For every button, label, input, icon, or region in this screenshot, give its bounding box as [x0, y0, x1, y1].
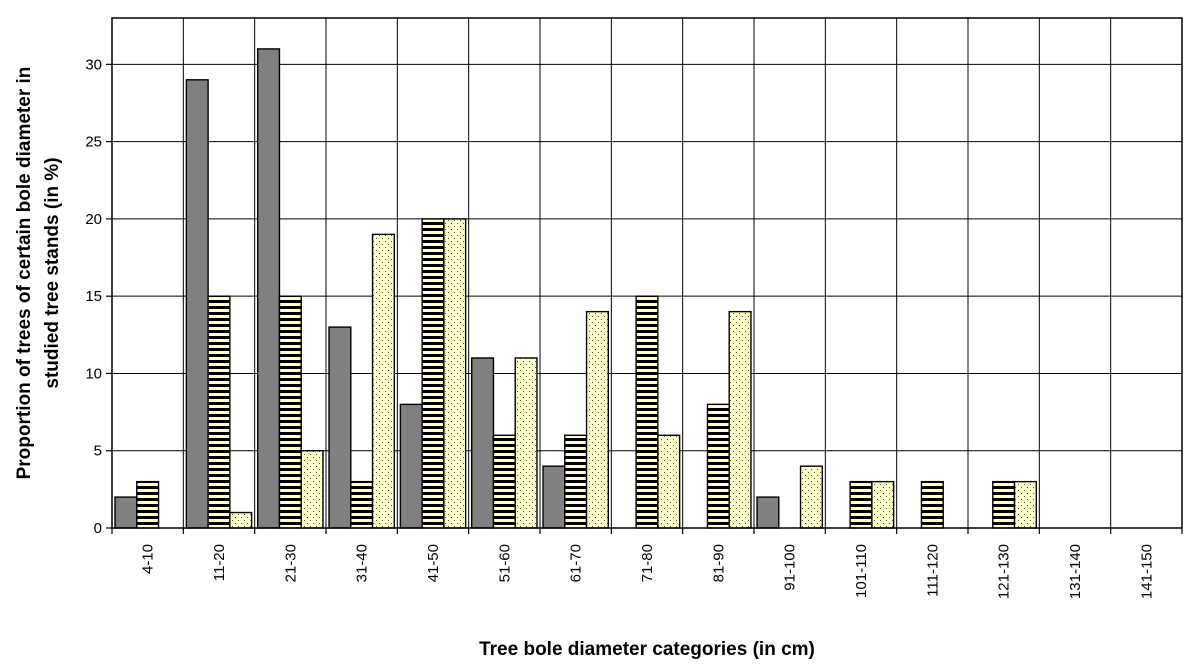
bar-dotted-yellow-31-40 — [371, 233, 396, 529]
x-axis-ticks: 4-10 11-20 21-30 31-40 41-50 51-60 61-70 71-80 8… — [111, 528, 1183, 599]
x-tick-label-41-50: 41-50 — [425, 544, 442, 582]
y-axis-title: Proportion of trees of certain bole diam… — [14, 67, 63, 480]
x-axis-title: Tree bole diameter categories (in cm) — [479, 639, 815, 660]
x-tick-label-51-60: 51-60 — [496, 544, 513, 582]
bar-solid-gray-51-60 — [470, 357, 495, 529]
bar-horizontal-stripes-81-90 — [706, 403, 730, 529]
x-tick-label-31-40: 31-40 — [354, 544, 371, 582]
plot-area-frame — [111, 17, 1183, 529]
x-tick-label-71-80: 71-80 — [639, 544, 656, 582]
bar-horizontal-stripes-61-70 — [564, 434, 588, 529]
bar-horizontal-stripes-21-30 — [278, 295, 302, 529]
bar-solid-gray-11-20 — [185, 79, 209, 529]
x-tick-label-21-30: 21-30 — [282, 544, 299, 582]
x-tick-label-121-130: 121-130 — [996, 544, 1013, 599]
bar-horizontal-stripes-41-50 — [421, 218, 445, 529]
y-tick-label: 5 — [94, 443, 102, 460]
y-tick-label: 25 — [85, 134, 102, 151]
bar-horizontal-stripes-121-130 — [992, 480, 1016, 529]
x-tick-label-131-140: 131-140 — [1067, 544, 1084, 599]
bar-dotted-yellow-11-20 — [229, 511, 253, 529]
x-tick-label-111-120: 111-120 — [924, 544, 941, 597]
bar-dotted-yellow-91-100 — [799, 465, 824, 529]
x-tick-label-4-10: 4-10 — [140, 544, 157, 574]
bar-horizontal-stripes-51-60 — [492, 434, 516, 529]
y-tick-label: 0 — [94, 520, 102, 537]
x-tick-label-61-70: 61-70 — [568, 544, 585, 582]
y-tick-label: 15 — [85, 288, 102, 305]
bar-horizontal-stripes-101-110 — [849, 480, 873, 529]
bar-horizontal-stripes-4-10 — [136, 480, 160, 529]
bar-dotted-yellow-51-60 — [514, 357, 538, 529]
bar-solid-gray-21-30 — [256, 48, 281, 529]
x-tick-label-141-150: 141-150 — [1138, 544, 1155, 599]
bar-horizontal-stripes-71-80 — [635, 295, 659, 529]
bar-solid-gray-91-100 — [756, 496, 780, 529]
y-axis-ticks: 0 5 10 15 20 25 30 — [85, 56, 112, 537]
bar-horizontal-stripes-31-40 — [350, 480, 374, 529]
bar-horizontal-stripes-111-120 — [920, 480, 944, 529]
bar-dotted-yellow-41-50 — [443, 218, 467, 529]
bars — [114, 48, 1038, 529]
y-tick-label: 30 — [85, 56, 102, 73]
x-tick-label-81-90: 81-90 — [710, 544, 727, 582]
bar-solid-gray-61-70 — [542, 465, 566, 529]
bar-dotted-yellow-21-30 — [300, 450, 324, 529]
gridlines — [112, 18, 1182, 528]
bar-solid-gray-31-40 — [328, 326, 352, 529]
x-tick-label-91-100: 91-100 — [782, 544, 799, 591]
y-axis-title-line-1: Proportion of trees of certain bole diam… — [14, 67, 35, 480]
x-tick-label-11-20: 11-20 — [211, 544, 228, 581]
x-tick-label-101-110: 101-110 — [853, 544, 870, 598]
bar-dotted-yellow-81-90 — [728, 310, 752, 529]
y-axis-title-line-2: studied tree stands (in %) — [42, 157, 63, 388]
bar-solid-gray-41-50 — [399, 403, 423, 529]
bar-dotted-yellow-101-110 — [871, 480, 895, 529]
bar-solid-gray-4-10 — [114, 496, 138, 529]
bar-horizontal-stripes-11-20 — [207, 295, 231, 529]
y-tick-label: 20 — [85, 211, 102, 228]
bar-dotted-yellow-61-70 — [585, 310, 610, 529]
bar-dotted-yellow-121-130 — [1013, 480, 1038, 529]
y-tick-label: 10 — [85, 365, 102, 382]
bar-dotted-yellow-71-80 — [657, 434, 681, 529]
